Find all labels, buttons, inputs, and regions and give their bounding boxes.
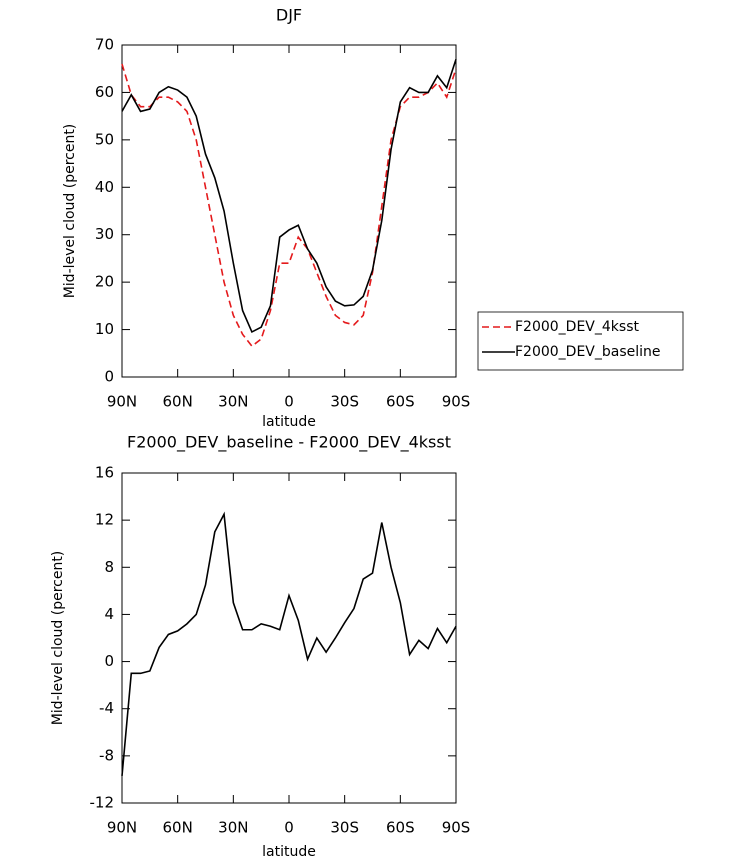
y-tick-label: 12 [95, 511, 114, 529]
legend-label: F2000_DEV_4ksst [515, 319, 639, 335]
data-line [121, 511, 457, 776]
y-tick-label: -4 [99, 699, 114, 717]
legend-box [477, 311, 684, 371]
x-axis-label: latitude [262, 844, 316, 860]
y-tick-label: 10 [95, 320, 114, 338]
chart-title: F2000_DEV_baseline - F2000_DEV_4ksst [127, 433, 451, 453]
legend-label: F2000_DEV_baseline [515, 344, 661, 360]
x-tick-label: 90S [442, 819, 471, 837]
y-tick-label: -8 [99, 746, 114, 764]
chart-title: DJF [276, 6, 302, 25]
x-tick-label: 0 [284, 393, 294, 411]
y-tick-label: 70 [95, 36, 114, 54]
y-tick-label: 0 [104, 368, 114, 386]
x-tick-label: 30N [218, 819, 248, 837]
x-tick-label: 90S [442, 393, 471, 411]
y-tick-label: 60 [95, 83, 114, 101]
x-tick-label: 90N [107, 819, 137, 837]
x-tick-label: 30N [218, 393, 248, 411]
y-tick-label: 4 [104, 605, 114, 623]
y-tick-label: 30 [95, 225, 114, 243]
y-tick-label: 8 [104, 558, 114, 576]
x-tick-label: 60N [163, 393, 193, 411]
y-tick-label: 50 [95, 130, 114, 148]
x-tick-label: 90N [107, 393, 137, 411]
data-line [121, 58, 457, 334]
y-tick-label: 40 [95, 178, 114, 196]
x-axis-label: latitude [262, 414, 316, 430]
y-tick-label: 0 [104, 652, 114, 670]
y-tick-label: 20 [95, 273, 114, 291]
y-axis-label: Mid-level cloud (percent) [62, 124, 78, 299]
x-tick-label: 30S [330, 819, 359, 837]
x-tick-label: 60S [386, 819, 415, 837]
data-line [121, 63, 457, 348]
x-tick-label: 30S [330, 393, 359, 411]
x-tick-label: 0 [284, 819, 294, 837]
x-tick-label: 60S [386, 393, 415, 411]
y-tick-label: 16 [95, 464, 114, 482]
y-tick-label: -12 [90, 794, 115, 812]
x-tick-label: 60N [163, 819, 193, 837]
y-axis-label: Mid-level cloud (percent) [50, 551, 66, 726]
